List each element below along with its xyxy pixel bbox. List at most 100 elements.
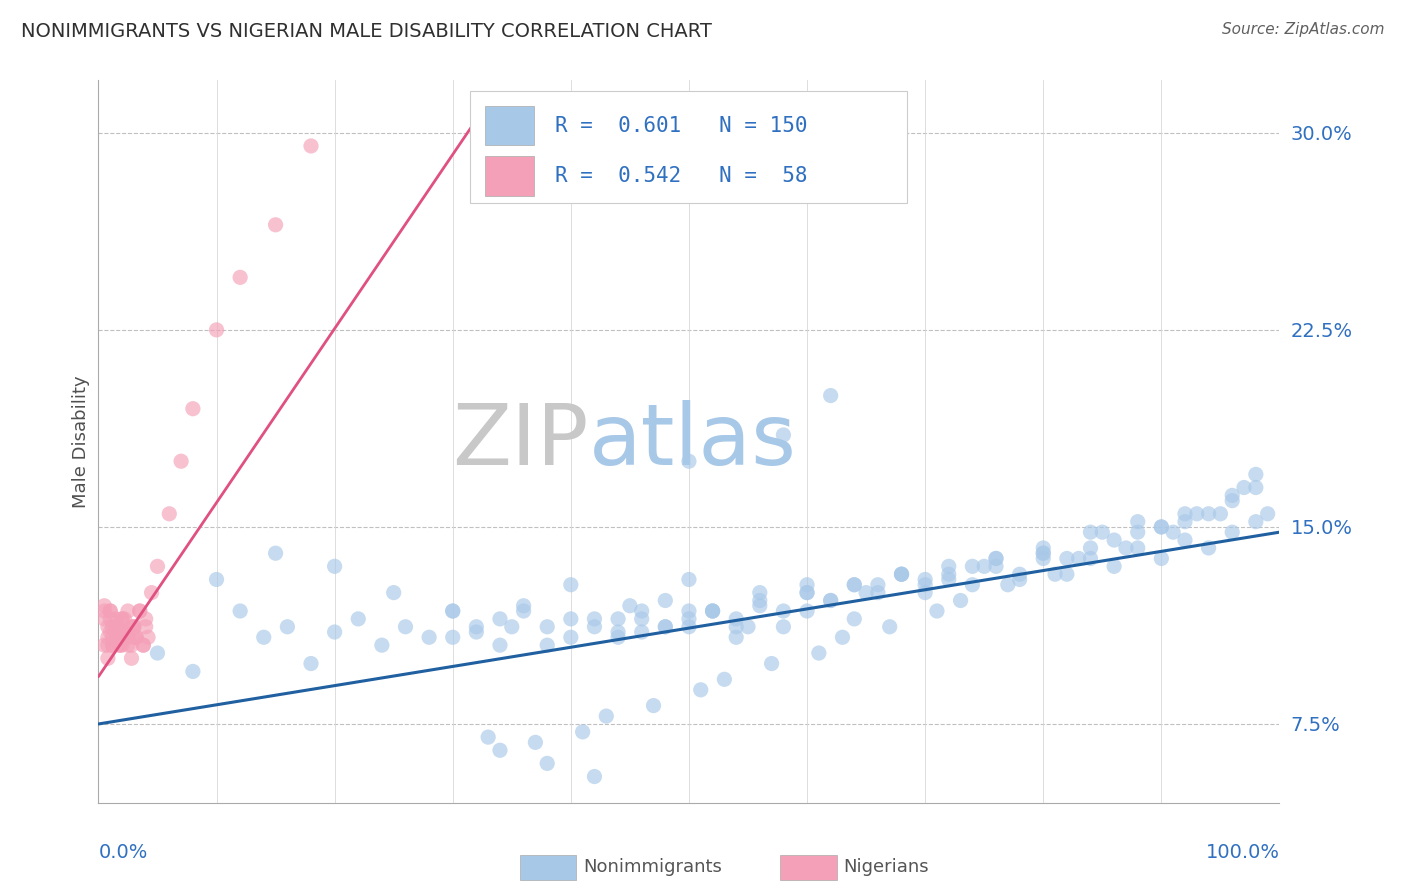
Point: [97, 620, 120, 634]
Text: NONIMMIGRANTS VS NIGERIAN MALE DISABILITY CORRELATION CHART: NONIMMIGRANTS VS NIGERIAN MALE DISABILIT…: [21, 22, 711, 41]
Point: [925, 604, 948, 618]
Point: [678, 604, 700, 618]
Point: [725, 630, 748, 644]
Point: [748, 585, 770, 599]
Point: [101, 638, 124, 652]
Point: [1257, 507, 1279, 521]
Point: [583, 770, 606, 784]
Point: [323, 559, 346, 574]
Point: [654, 620, 676, 634]
Point: [146, 559, 169, 574]
Point: [796, 604, 818, 618]
Point: [299, 657, 322, 671]
Point: [1102, 559, 1125, 574]
Point: [1150, 551, 1173, 566]
Point: [97, 638, 120, 652]
Point: [146, 646, 169, 660]
Point: [128, 604, 150, 618]
Point: [229, 270, 252, 285]
Point: [796, 578, 818, 592]
Point: [844, 578, 866, 592]
Point: [98, 612, 121, 626]
Point: [93, 612, 115, 626]
FancyBboxPatch shape: [485, 156, 534, 196]
Point: [1067, 551, 1090, 566]
Point: [465, 625, 488, 640]
Point: [1185, 507, 1208, 521]
Point: [607, 630, 630, 644]
Point: [93, 604, 115, 618]
Point: [1056, 551, 1078, 566]
Text: 100.0%: 100.0%: [1205, 843, 1279, 862]
Point: [607, 612, 630, 626]
Point: [748, 599, 770, 613]
Point: [1091, 525, 1114, 540]
Point: [122, 630, 145, 644]
Point: [111, 630, 134, 644]
Point: [465, 620, 488, 634]
Point: [117, 630, 139, 644]
Point: [772, 620, 794, 634]
Point: [1008, 567, 1031, 582]
Point: [132, 638, 155, 652]
Point: [512, 599, 534, 613]
Point: [725, 612, 748, 626]
Point: [1102, 533, 1125, 547]
Point: [938, 573, 960, 587]
Point: [98, 625, 121, 640]
Point: [1008, 573, 1031, 587]
Point: [831, 630, 853, 644]
Point: [595, 709, 617, 723]
Point: [1174, 515, 1197, 529]
Point: [394, 620, 416, 634]
Point: [914, 573, 936, 587]
Point: [512, 604, 534, 618]
Point: [105, 630, 128, 644]
Point: [807, 646, 830, 660]
Point: [98, 604, 121, 618]
Point: [866, 578, 889, 592]
Point: [1080, 541, 1102, 555]
Point: [489, 612, 512, 626]
Point: [560, 630, 582, 644]
Point: [560, 578, 582, 592]
Point: [1244, 467, 1267, 482]
Point: [702, 604, 724, 618]
Point: [418, 630, 440, 644]
Point: [121, 620, 143, 634]
Point: [105, 620, 128, 634]
Point: [1032, 546, 1054, 560]
Point: [477, 730, 499, 744]
Point: [1032, 541, 1054, 555]
Point: [132, 638, 155, 652]
Point: [643, 698, 665, 713]
Point: [122, 620, 145, 634]
Point: [678, 620, 700, 634]
FancyBboxPatch shape: [485, 105, 534, 145]
Point: [1150, 520, 1173, 534]
Point: [441, 604, 464, 618]
Point: [121, 651, 143, 665]
Point: [181, 665, 204, 679]
Point: [820, 388, 842, 402]
Point: [630, 625, 652, 640]
Point: [101, 630, 124, 644]
Point: [949, 593, 972, 607]
Point: [536, 638, 558, 652]
Point: [125, 630, 148, 644]
Text: ZIP: ZIP: [453, 400, 589, 483]
Point: [117, 638, 139, 652]
Point: [879, 620, 901, 634]
Point: [630, 612, 652, 626]
Point: [571, 724, 593, 739]
Text: R =  0.542   N =  58: R = 0.542 N = 58: [555, 167, 808, 186]
Point: [121, 638, 143, 652]
Point: [984, 559, 1007, 574]
Point: [914, 585, 936, 599]
Point: [619, 599, 641, 613]
Point: [654, 620, 676, 634]
Point: [1150, 520, 1173, 534]
Point: [1174, 507, 1197, 521]
Point: [1126, 541, 1149, 555]
Point: [105, 620, 128, 634]
